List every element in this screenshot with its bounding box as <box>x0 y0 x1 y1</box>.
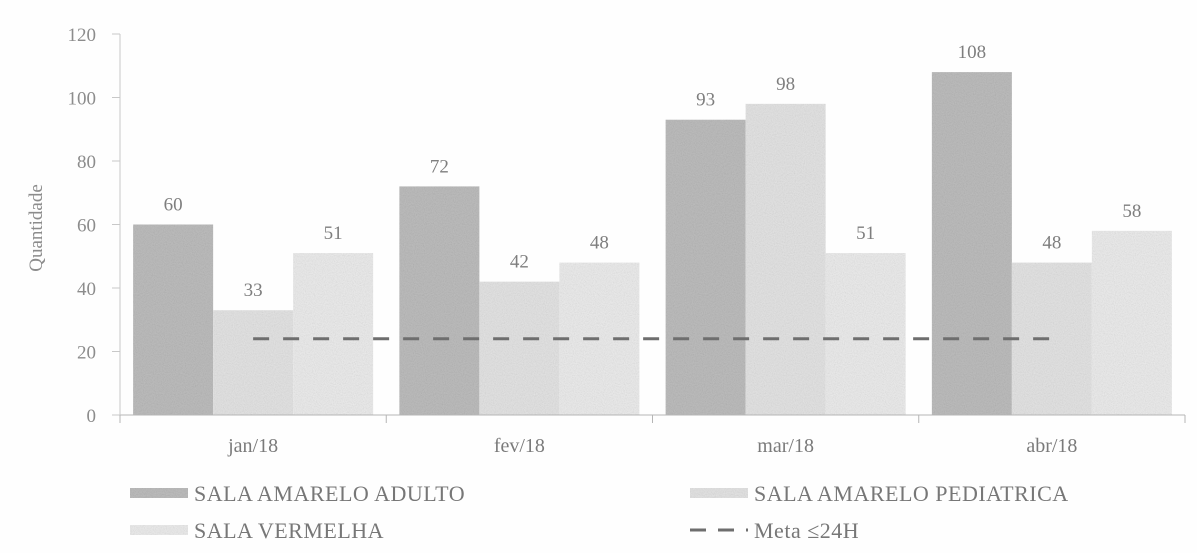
data-label: 42 <box>510 252 529 273</box>
data-label: 51 <box>324 223 343 244</box>
data-labels-layer: 60 33 51 72 42 48 93 98 51 108 48 58 <box>164 42 1142 301</box>
y-axis-title: Quantidade <box>26 184 47 272</box>
bar <box>399 186 480 415</box>
y-axis-ticks: 0 20 40 60 80 100 120 <box>68 25 120 427</box>
legend-swatch <box>130 525 188 535</box>
data-label: 72 <box>430 156 449 177</box>
data-label: 98 <box>776 74 795 95</box>
legend: SALA AMARELO ADULTO SALA AMARELO PEDIATRI… <box>130 481 1069 543</box>
bar <box>665 119 746 415</box>
data-label: 108 <box>958 42 987 63</box>
data-label: 48 <box>590 233 609 254</box>
x-tick-label: fev/18 <box>494 435 545 457</box>
bar <box>133 224 214 415</box>
legend-label: Meta ≤24H <box>754 518 859 543</box>
data-label: 51 <box>856 223 875 244</box>
bar <box>1091 230 1172 415</box>
bar <box>293 253 374 415</box>
legend-swatch <box>130 488 188 498</box>
legend-swatch <box>690 488 748 498</box>
y-tick-label: 120 <box>68 25 97 46</box>
bar <box>1011 262 1092 415</box>
x-tick-label: jan/18 <box>227 435 278 457</box>
legend-label: SALA AMARELO PEDIATRICA <box>754 481 1069 506</box>
bar <box>745 103 826 415</box>
bar <box>825 253 906 415</box>
data-label: 58 <box>1122 201 1141 222</box>
x-tick-label: abr/18 <box>1026 435 1077 457</box>
y-tick-label: 80 <box>77 152 96 173</box>
data-label: 60 <box>164 195 183 216</box>
bar <box>213 310 294 415</box>
legend-label: SALA AMARELO ADULTO <box>194 481 465 506</box>
y-tick-label: 60 <box>77 216 96 237</box>
bar <box>931 72 1012 415</box>
y-tick-label: 100 <box>68 89 97 110</box>
data-label: 33 <box>244 280 263 301</box>
data-label: 48 <box>1042 233 1061 254</box>
y-tick-label: 0 <box>87 406 97 427</box>
x-axis-ticks: jan/18 fev/18 mar/18 abr/18 <box>119 415 1186 457</box>
y-tick-label: 40 <box>77 279 96 300</box>
y-tick-label: 20 <box>77 343 96 364</box>
bar <box>479 281 560 415</box>
legend-label: SALA VERMELHA <box>194 518 384 543</box>
x-tick-label: mar/18 <box>757 435 814 457</box>
data-label: 93 <box>696 90 715 111</box>
bars-layer <box>133 72 1172 415</box>
